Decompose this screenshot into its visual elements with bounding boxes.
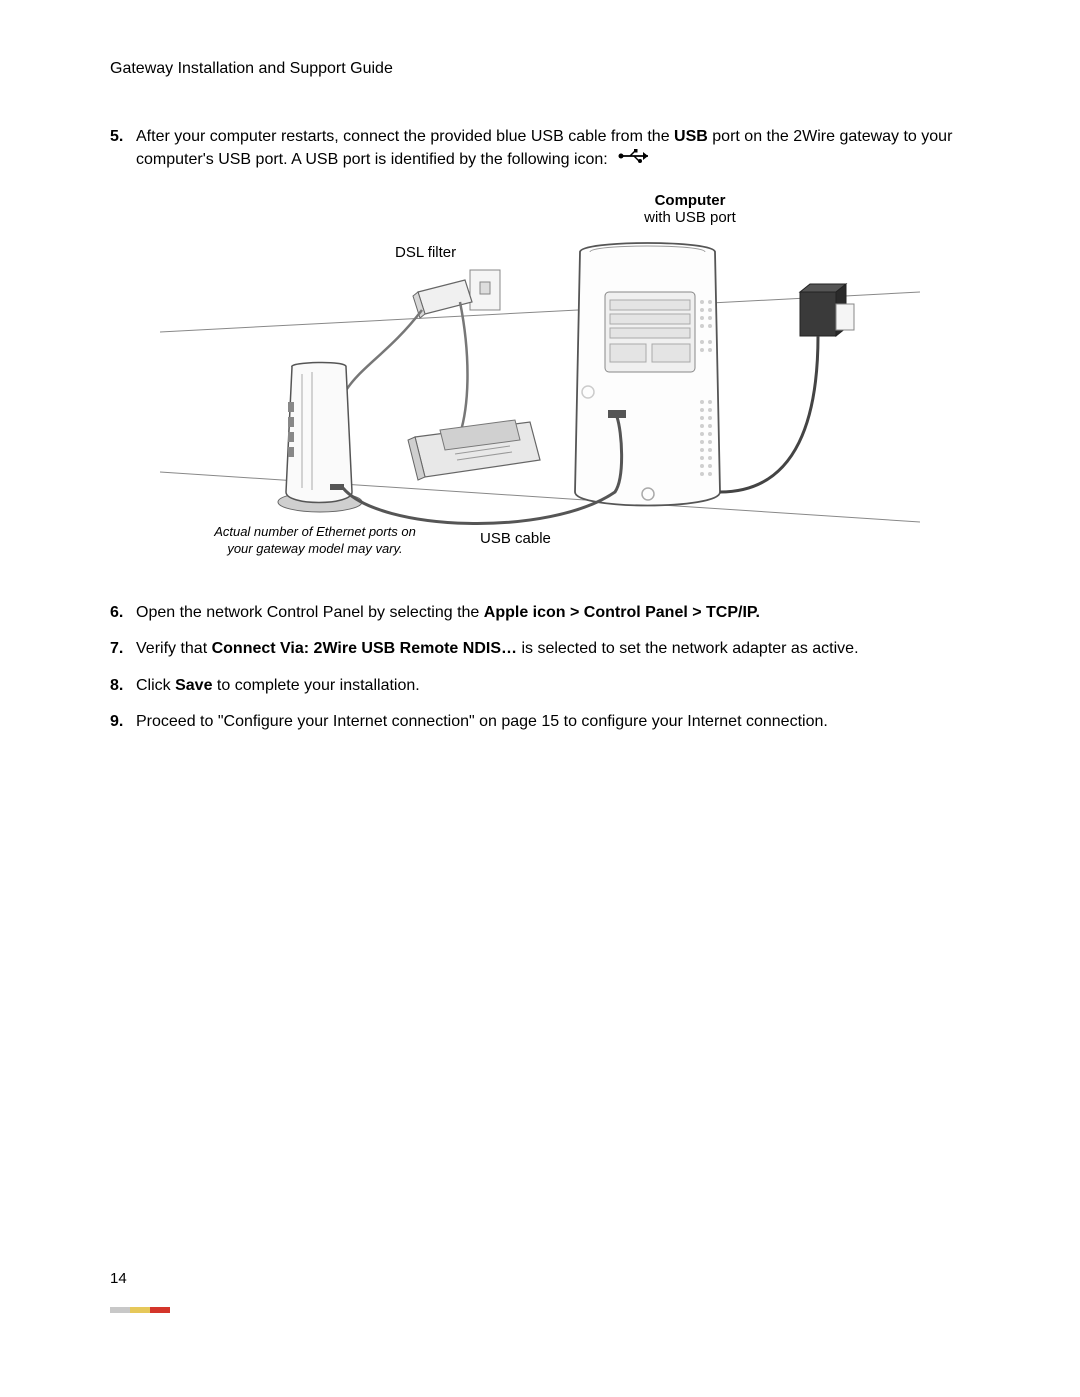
instruction-list-cont: 6. Open the network Control Panel by sel… bbox=[110, 602, 970, 734]
gateway-caption: Actual number of Ethernet ports on your … bbox=[210, 524, 420, 558]
step-number: 7. bbox=[110, 638, 136, 660]
step-8: 8. Click Save to complete your installat… bbox=[110, 675, 970, 697]
computer-label: Computer with USB port bbox=[620, 192, 760, 226]
instruction-list: 5. After your computer restarts, connect… bbox=[110, 126, 970, 172]
usb-cable-label: USB cable bbox=[480, 530, 551, 547]
step-6: 6. Open the network Control Panel by sel… bbox=[110, 602, 970, 624]
page-header: Gateway Installation and Support Guide bbox=[110, 60, 970, 78]
step-text: Click Save to complete your installation… bbox=[136, 675, 970, 697]
step-text: Open the network Control Panel by select… bbox=[136, 602, 970, 624]
connection-diagram: Computer with USB port DSL filter USB ca… bbox=[160, 192, 920, 562]
dsl-filter-label: DSL filter bbox=[395, 244, 456, 261]
step-9: 9. Proceed to "Configure your Internet c… bbox=[110, 711, 970, 733]
step-number: 5. bbox=[110, 126, 136, 172]
step-5: 5. After your computer restarts, connect… bbox=[110, 126, 970, 172]
page-number: 14 bbox=[110, 1270, 127, 1287]
step-text: Proceed to "Configure your Internet conn… bbox=[136, 711, 970, 733]
usb-icon bbox=[618, 148, 652, 171]
step-7: 7. Verify that Connect Via: 2Wire USB Re… bbox=[110, 638, 970, 660]
step-number: 6. bbox=[110, 602, 136, 624]
step-text: After your computer restarts, connect th… bbox=[136, 126, 970, 172]
step-text: Verify that Connect Via: 2Wire USB Remot… bbox=[136, 638, 970, 660]
step-number: 9. bbox=[110, 711, 136, 733]
footer-color-bar bbox=[110, 1307, 170, 1313]
step-number: 8. bbox=[110, 675, 136, 697]
